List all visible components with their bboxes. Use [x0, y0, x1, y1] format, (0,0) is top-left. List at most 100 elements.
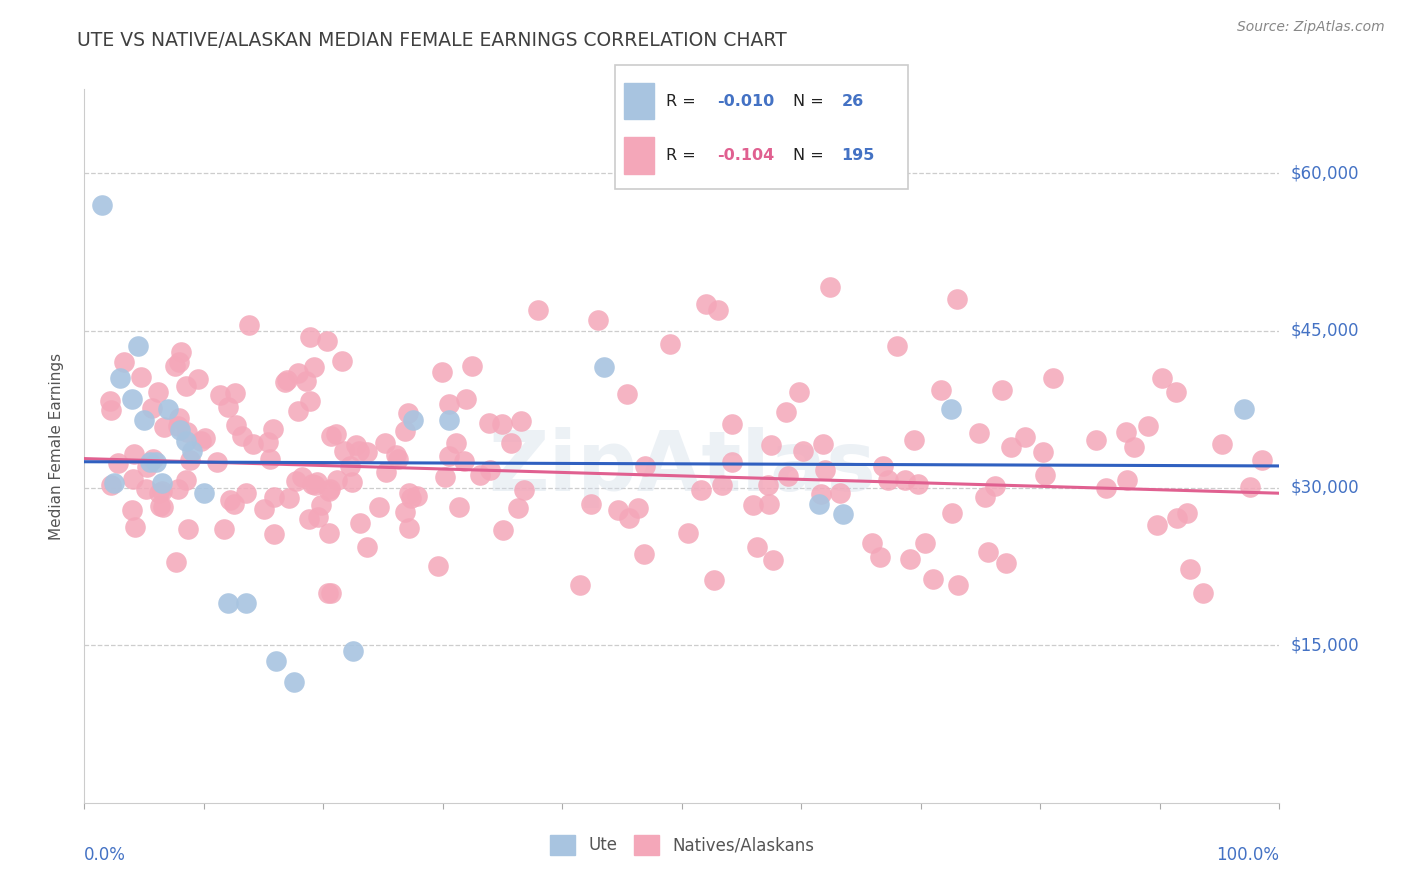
- Point: [302, 359, 325, 374]
- Point: [862, 536, 884, 550]
- Point: [136, 459, 159, 474]
- Point: [1211, 437, 1233, 451]
- Point: [339, 459, 361, 474]
- Text: -0.010: -0.010: [717, 94, 775, 109]
- Point: [616, 387, 638, 401]
- Point: [398, 406, 420, 420]
- Point: [252, 501, 274, 516]
- Point: [479, 463, 502, 477]
- Point: [264, 654, 287, 668]
- Point: [103, 475, 125, 490]
- Point: [165, 555, 187, 569]
- Text: ZipAtlas: ZipAtlas: [488, 427, 876, 508]
- Text: $45,000: $45,000: [1291, 321, 1360, 340]
- Text: -0.104: -0.104: [717, 148, 775, 163]
- Point: [478, 417, 501, 431]
- Point: [1122, 440, 1144, 454]
- Point: [165, 359, 187, 373]
- Point: [100, 402, 122, 417]
- Point: [756, 478, 779, 492]
- Point: [222, 497, 245, 511]
- Point: [356, 444, 378, 458]
- Point: [224, 386, 246, 401]
- Point: [461, 359, 484, 374]
- Point: [1085, 433, 1108, 447]
- Point: [107, 456, 129, 470]
- Point: [332, 444, 354, 458]
- Point: [316, 586, 339, 600]
- Point: [1032, 445, 1054, 459]
- Point: [939, 402, 962, 417]
- Point: [1033, 467, 1056, 482]
- Point: [298, 330, 321, 344]
- Point: [499, 436, 522, 450]
- Point: [974, 490, 997, 504]
- Point: [820, 280, 842, 294]
- Point: [167, 482, 190, 496]
- Point: [439, 449, 461, 463]
- Point: [1239, 480, 1261, 494]
- Point: [634, 458, 657, 473]
- Point: [291, 469, 314, 483]
- Point: [356, 540, 378, 554]
- Point: [110, 371, 132, 385]
- Point: [263, 490, 285, 504]
- Point: [342, 643, 364, 657]
- Point: [676, 525, 699, 540]
- Point: [792, 444, 814, 458]
- Bar: [624, 137, 654, 174]
- Point: [375, 465, 398, 479]
- Point: [711, 478, 734, 492]
- Point: [319, 428, 342, 442]
- Point: [894, 474, 917, 488]
- Point: [318, 484, 340, 499]
- Point: [1175, 507, 1198, 521]
- Point: [437, 413, 460, 427]
- Point: [689, 483, 711, 498]
- Point: [721, 455, 744, 469]
- Text: 0.0%: 0.0%: [84, 846, 127, 863]
- Point: [402, 413, 425, 427]
- Point: [167, 355, 190, 369]
- Point: [426, 559, 449, 574]
- Text: N =: N =: [793, 94, 830, 109]
- Point: [150, 483, 173, 498]
- Point: [787, 384, 810, 399]
- Point: [112, 355, 135, 369]
- Point: [167, 411, 190, 425]
- Point: [325, 473, 347, 487]
- Point: [166, 418, 188, 433]
- Text: UTE VS NATIVE/ALASKAN MEDIAN FEMALE EARNINGS CORRELATION CHART: UTE VS NATIVE/ALASKAN MEDIAN FEMALE EARN…: [77, 31, 787, 50]
- Point: [444, 436, 467, 450]
- Point: [190, 434, 212, 449]
- Point: [627, 501, 650, 516]
- Point: [983, 479, 1005, 493]
- Point: [330, 354, 353, 368]
- Text: 100.0%: 100.0%: [1216, 846, 1279, 863]
- Point: [569, 578, 592, 592]
- Point: [387, 451, 409, 466]
- Point: [149, 499, 172, 513]
- Point: [315, 334, 337, 348]
- Point: [399, 491, 422, 505]
- Point: [721, 417, 744, 431]
- Point: [886, 338, 908, 352]
- Point: [304, 478, 326, 492]
- Point: [325, 426, 347, 441]
- Text: 195: 195: [841, 148, 875, 163]
- Point: [194, 431, 217, 445]
- Point: [607, 503, 630, 517]
- Text: $15,000: $15,000: [1291, 636, 1360, 655]
- Y-axis label: Median Female Earnings: Median Female Earnings: [49, 352, 63, 540]
- Point: [349, 516, 371, 530]
- Point: [145, 455, 167, 469]
- Point: [695, 297, 717, 311]
- Point: [193, 486, 215, 500]
- Point: [776, 468, 799, 483]
- Point: [100, 478, 122, 492]
- Point: [374, 436, 396, 450]
- Point: [1233, 402, 1256, 417]
- Point: [588, 313, 610, 327]
- Point: [813, 437, 835, 451]
- Point: [217, 400, 239, 414]
